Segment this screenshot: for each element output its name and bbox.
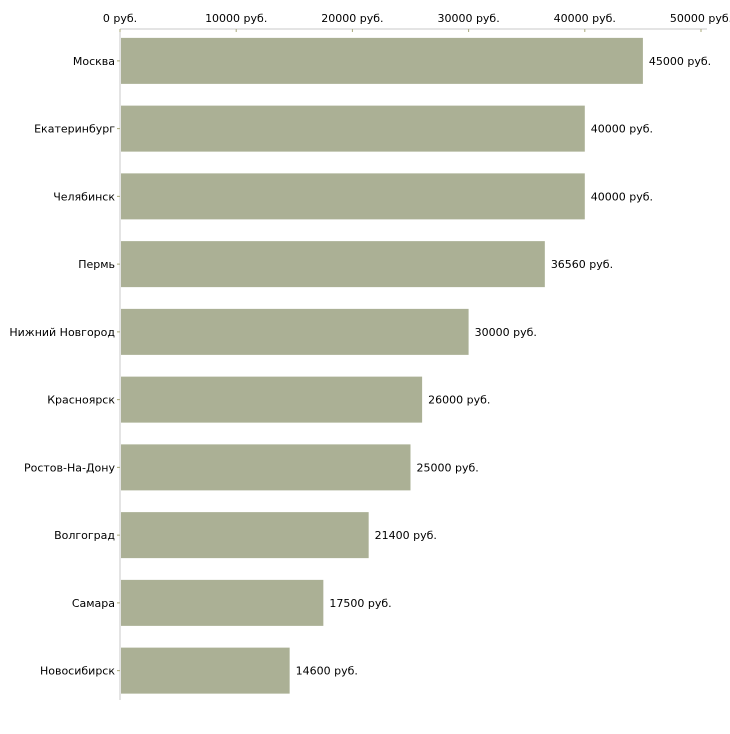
x-tick-label: 0 руб.	[103, 12, 137, 25]
value-label: 36560 руб.	[551, 258, 613, 271]
value-label: 17500 руб.	[329, 597, 391, 610]
bar	[121, 241, 545, 288]
value-label: 30000 руб.	[475, 326, 537, 339]
bar	[121, 512, 369, 559]
value-label: 21400 руб.	[375, 529, 437, 542]
bar	[121, 376, 423, 423]
category-label: Красноярск	[47, 394, 115, 407]
bar	[121, 579, 324, 626]
category-label: Екатеринбург	[34, 123, 115, 136]
x-tick-label: 30000 руб.	[437, 12, 499, 25]
category-label: Москва	[73, 55, 115, 68]
bar	[121, 37, 643, 84]
category-label: Новосибирск	[40, 665, 115, 678]
category-label: Пермь	[78, 258, 115, 271]
bar	[121, 308, 469, 355]
bar	[121, 444, 411, 491]
category-label: Самара	[72, 597, 115, 610]
x-tick-label: 10000 руб.	[205, 12, 267, 25]
value-label: 25000 руб.	[417, 461, 479, 474]
category-label: Нижний Новгород	[9, 326, 115, 339]
value-label: 40000 руб.	[591, 123, 653, 136]
value-label: 40000 руб.	[591, 190, 653, 203]
bar	[121, 647, 290, 694]
x-tick-label: 20000 руб.	[321, 12, 383, 25]
bar	[121, 105, 585, 152]
value-label: 26000 руб.	[428, 394, 490, 407]
category-label: Челябинск	[53, 190, 115, 203]
category-label: Ростов-На-Дону	[24, 461, 115, 474]
x-tick-label: 40000 руб.	[554, 12, 616, 25]
value-label: 14600 руб.	[296, 665, 358, 678]
value-label: 45000 руб.	[649, 55, 711, 68]
category-label: Волгоград	[54, 529, 115, 542]
bar	[121, 173, 585, 220]
x-tick-label: 50000 руб.	[670, 12, 730, 25]
